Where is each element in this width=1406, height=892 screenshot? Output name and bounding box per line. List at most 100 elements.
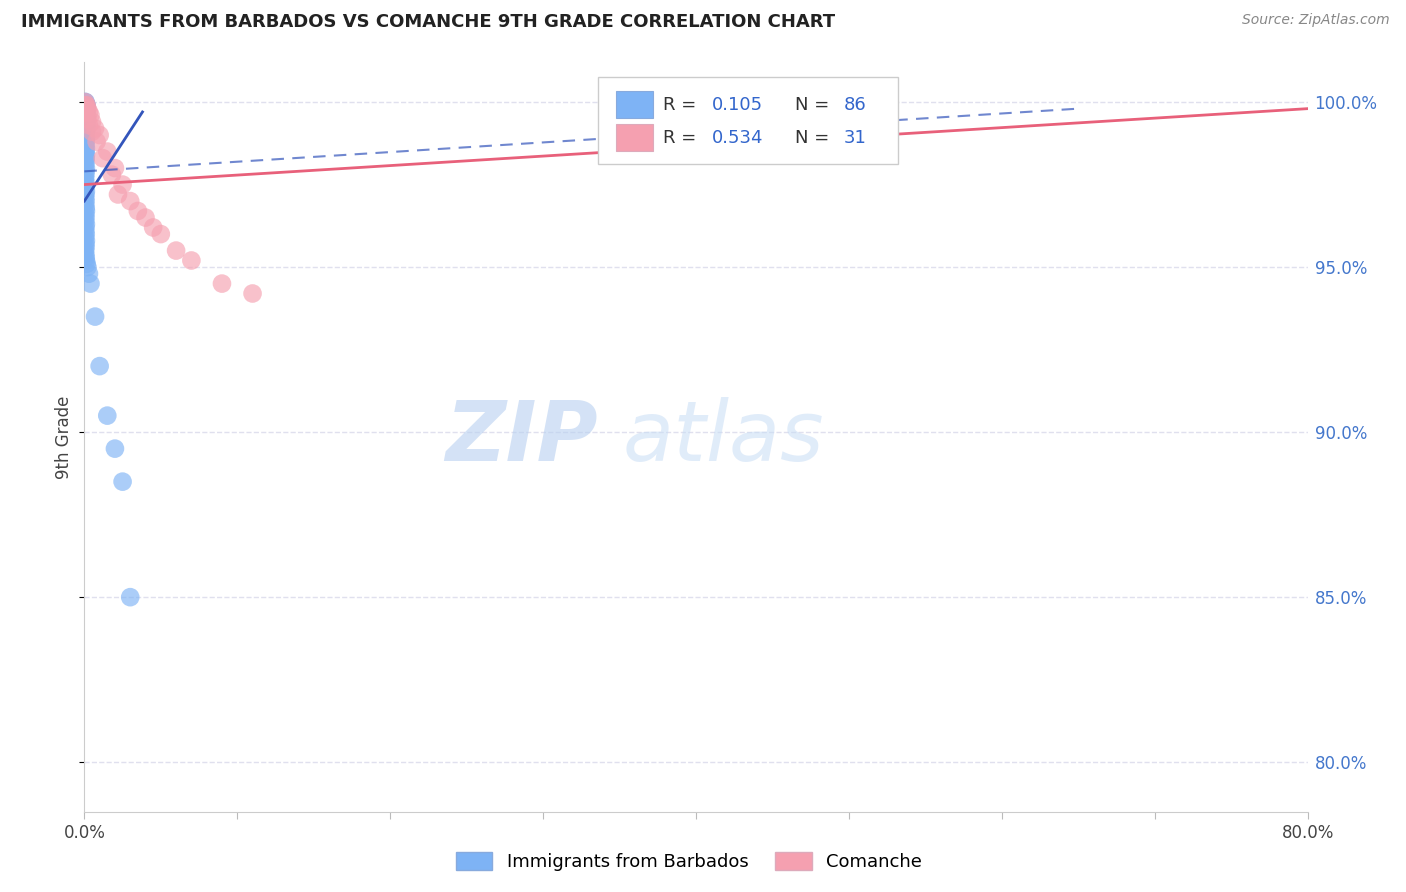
Point bbox=[75, 95, 97, 109]
Point bbox=[75, 121, 97, 136]
Text: R =: R = bbox=[664, 95, 702, 114]
Point bbox=[75, 151, 97, 165]
Text: N =: N = bbox=[794, 95, 835, 114]
Point bbox=[75, 204, 97, 219]
Point bbox=[75, 95, 97, 109]
Point bbox=[75, 102, 97, 116]
Point bbox=[75, 105, 97, 120]
Point bbox=[76, 98, 98, 112]
Point bbox=[76, 112, 98, 126]
Point bbox=[75, 102, 97, 116]
Point bbox=[75, 112, 97, 126]
Point bbox=[75, 184, 97, 198]
Point bbox=[75, 98, 97, 112]
Point bbox=[84, 310, 107, 324]
Text: IMMIGRANTS FROM BARBADOS VS COMANCHE 9TH GRADE CORRELATION CHART: IMMIGRANTS FROM BARBADOS VS COMANCHE 9TH… bbox=[21, 13, 835, 31]
Point bbox=[149, 227, 172, 241]
Point bbox=[96, 145, 118, 159]
Point bbox=[75, 118, 97, 132]
Point bbox=[76, 260, 98, 274]
Point bbox=[104, 442, 127, 456]
Point bbox=[75, 148, 97, 162]
Text: R =: R = bbox=[664, 128, 702, 147]
Point bbox=[75, 224, 97, 238]
Point bbox=[111, 178, 134, 192]
Point bbox=[79, 277, 101, 291]
Point bbox=[101, 168, 124, 182]
Point bbox=[79, 108, 101, 122]
Point bbox=[77, 267, 100, 281]
Point bbox=[75, 151, 97, 165]
Point bbox=[107, 187, 129, 202]
Point bbox=[75, 181, 97, 195]
Point bbox=[75, 105, 97, 120]
Point bbox=[75, 141, 97, 155]
Point bbox=[180, 253, 202, 268]
Point bbox=[75, 135, 97, 149]
FancyBboxPatch shape bbox=[598, 78, 898, 163]
Point bbox=[211, 277, 233, 291]
Point bbox=[75, 128, 97, 142]
Point bbox=[75, 214, 97, 228]
Point bbox=[75, 145, 97, 159]
Text: ZIP: ZIP bbox=[446, 397, 598, 477]
Point bbox=[75, 131, 97, 145]
Point bbox=[75, 138, 97, 153]
Point bbox=[75, 168, 97, 182]
Point bbox=[75, 237, 97, 252]
Point bbox=[75, 118, 97, 132]
Point bbox=[75, 174, 97, 188]
Point bbox=[120, 590, 142, 604]
Point bbox=[96, 409, 118, 423]
Point bbox=[75, 240, 97, 254]
Point bbox=[75, 145, 97, 159]
Point bbox=[84, 121, 107, 136]
Point bbox=[75, 112, 97, 126]
Point bbox=[76, 257, 98, 271]
Point bbox=[75, 154, 97, 169]
Point bbox=[75, 121, 97, 136]
FancyBboxPatch shape bbox=[616, 124, 654, 152]
Point bbox=[75, 118, 97, 132]
Point bbox=[111, 475, 134, 489]
Text: Source: ZipAtlas.com: Source: ZipAtlas.com bbox=[1241, 13, 1389, 28]
FancyBboxPatch shape bbox=[616, 91, 654, 119]
Point bbox=[142, 220, 165, 235]
Point bbox=[75, 158, 97, 172]
Point bbox=[75, 115, 97, 129]
Point bbox=[75, 135, 97, 149]
Point bbox=[75, 211, 97, 225]
Point bbox=[75, 234, 97, 248]
Point bbox=[75, 128, 97, 142]
Point bbox=[75, 191, 97, 205]
Point bbox=[75, 131, 97, 145]
Point bbox=[75, 98, 97, 112]
Point bbox=[127, 204, 149, 219]
Point bbox=[75, 164, 97, 178]
Point bbox=[80, 125, 103, 139]
Point bbox=[75, 105, 97, 120]
Point bbox=[135, 211, 157, 225]
Point bbox=[75, 247, 97, 261]
Legend: Immigrants from Barbados, Comanche: Immigrants from Barbados, Comanche bbox=[449, 845, 929, 879]
Point bbox=[75, 125, 97, 139]
Text: 0.534: 0.534 bbox=[711, 128, 763, 147]
Point bbox=[77, 118, 100, 132]
Point bbox=[75, 102, 97, 116]
Point bbox=[75, 178, 97, 192]
Point bbox=[75, 207, 97, 221]
Point bbox=[80, 115, 103, 129]
Point bbox=[75, 125, 97, 139]
Point bbox=[75, 108, 97, 122]
Point bbox=[75, 115, 97, 129]
Point bbox=[75, 108, 97, 122]
Point bbox=[75, 98, 97, 112]
Point bbox=[77, 105, 100, 120]
Point bbox=[75, 131, 97, 145]
Point bbox=[75, 108, 97, 122]
Point bbox=[89, 359, 111, 373]
Point bbox=[91, 151, 114, 165]
Text: 86: 86 bbox=[844, 95, 866, 114]
Point bbox=[75, 141, 97, 155]
Point bbox=[75, 102, 97, 116]
